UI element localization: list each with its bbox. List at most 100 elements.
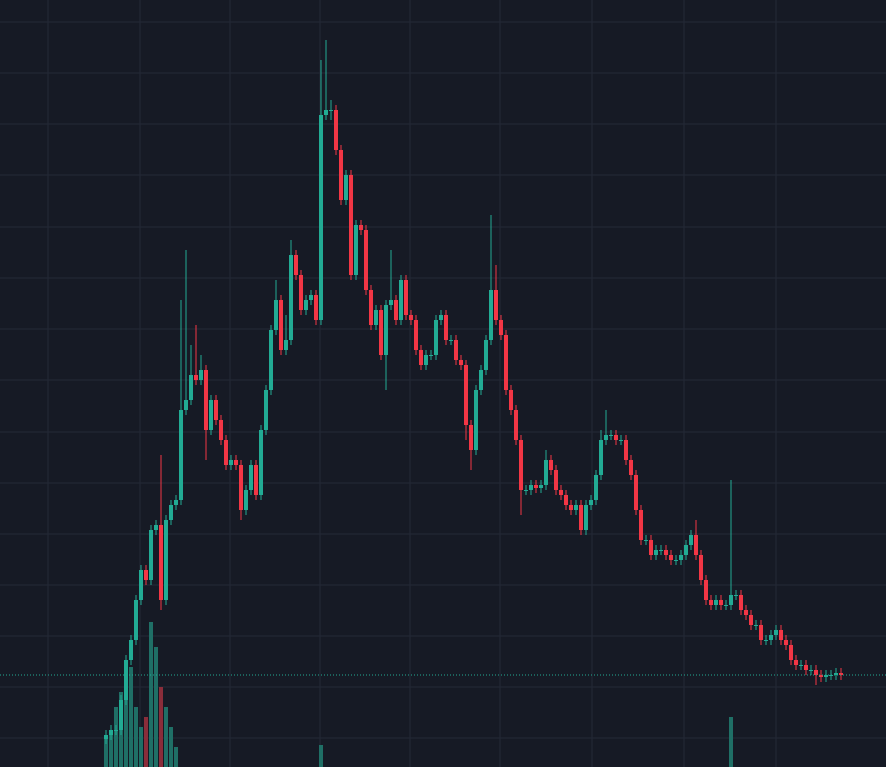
candle-body (584, 505, 588, 530)
candle-body (359, 225, 363, 230)
candle-body (399, 280, 403, 320)
candle-body (754, 625, 758, 626)
candle-body (789, 645, 793, 660)
candle-body (424, 355, 428, 365)
candle-body (444, 315, 448, 340)
volume-bar (729, 717, 733, 767)
candle-body (149, 530, 153, 580)
candle-body (484, 340, 488, 370)
candle-body (419, 350, 423, 365)
candle-body (309, 295, 313, 300)
candle-body (464, 365, 468, 425)
volume-bar (174, 747, 178, 767)
volume-bar (169, 727, 173, 767)
candle-body (619, 440, 623, 441)
candle-body (489, 290, 493, 340)
candle-body (589, 500, 593, 505)
candle-body (769, 635, 773, 640)
candle-body (409, 315, 413, 320)
volume-bar (149, 622, 153, 767)
candle-body (449, 340, 453, 341)
candle-body (534, 485, 538, 488)
candle-body (749, 615, 753, 625)
volume-bar (114, 707, 118, 767)
candle-body (274, 300, 278, 330)
candle-body (249, 465, 253, 490)
candle-body (834, 673, 838, 675)
candle-body (284, 340, 288, 350)
candle-body (579, 505, 583, 530)
candle-body (439, 315, 443, 320)
candle-body (494, 290, 498, 320)
candle-body (599, 440, 603, 475)
volume-bar (134, 707, 138, 767)
candle-body (454, 340, 458, 360)
candle-body (824, 675, 828, 677)
candle-body (544, 460, 548, 485)
candle-body (649, 540, 653, 555)
candle-body (509, 390, 513, 410)
candle-body (154, 525, 158, 530)
candle-body (389, 300, 393, 305)
candle-body (634, 475, 638, 510)
candle-body (339, 150, 343, 200)
candle-body (294, 255, 298, 275)
candle-body (529, 485, 533, 490)
candle-body (809, 670, 813, 671)
candle-body (694, 535, 698, 555)
candle-body (184, 400, 188, 410)
candle-body (614, 435, 618, 440)
candle-body (604, 435, 608, 440)
candle-body (569, 505, 573, 510)
candle-body (839, 673, 843, 675)
candle-body (609, 435, 613, 436)
candle-body (119, 700, 123, 730)
candle-body (214, 400, 218, 420)
candle-body (759, 625, 763, 640)
candle-body (814, 670, 818, 675)
candle-body (724, 605, 728, 606)
candle-body (794, 660, 798, 665)
candle-body (594, 475, 598, 500)
volume-bar (154, 647, 158, 767)
candle-body (174, 500, 178, 505)
candle-body (744, 610, 748, 615)
candle-body (469, 425, 473, 450)
candle-body (109, 730, 113, 735)
candle-body (559, 490, 563, 495)
candle-body (404, 280, 408, 315)
candle-body (209, 400, 213, 430)
candle-body (739, 595, 743, 610)
volume-bar (109, 732, 113, 767)
candle-body (564, 495, 568, 505)
candle-body (244, 490, 248, 510)
candle-body (629, 460, 633, 475)
candle-body (319, 115, 323, 320)
candle-body (734, 595, 738, 596)
candle-body (644, 540, 648, 541)
candle-body (519, 440, 523, 490)
candle-body (394, 300, 398, 320)
candle-body (674, 560, 678, 561)
candle-body (329, 110, 333, 111)
candle-body (504, 335, 508, 390)
candle-body (729, 595, 733, 605)
candle-body (169, 505, 173, 520)
candle-body (549, 460, 553, 470)
candle-body (194, 375, 198, 380)
candle-body (144, 570, 148, 580)
candle-body (664, 550, 668, 555)
candle-body (819, 675, 823, 677)
candle-body (374, 310, 378, 325)
candle-body (279, 300, 283, 350)
candle-body (344, 175, 348, 200)
candle-body (189, 375, 193, 400)
candle-body (229, 460, 233, 465)
candle-body (314, 295, 318, 320)
candle-body (684, 545, 688, 555)
candle-body (659, 550, 663, 551)
candle-body (654, 550, 658, 555)
candle-body (459, 360, 463, 365)
